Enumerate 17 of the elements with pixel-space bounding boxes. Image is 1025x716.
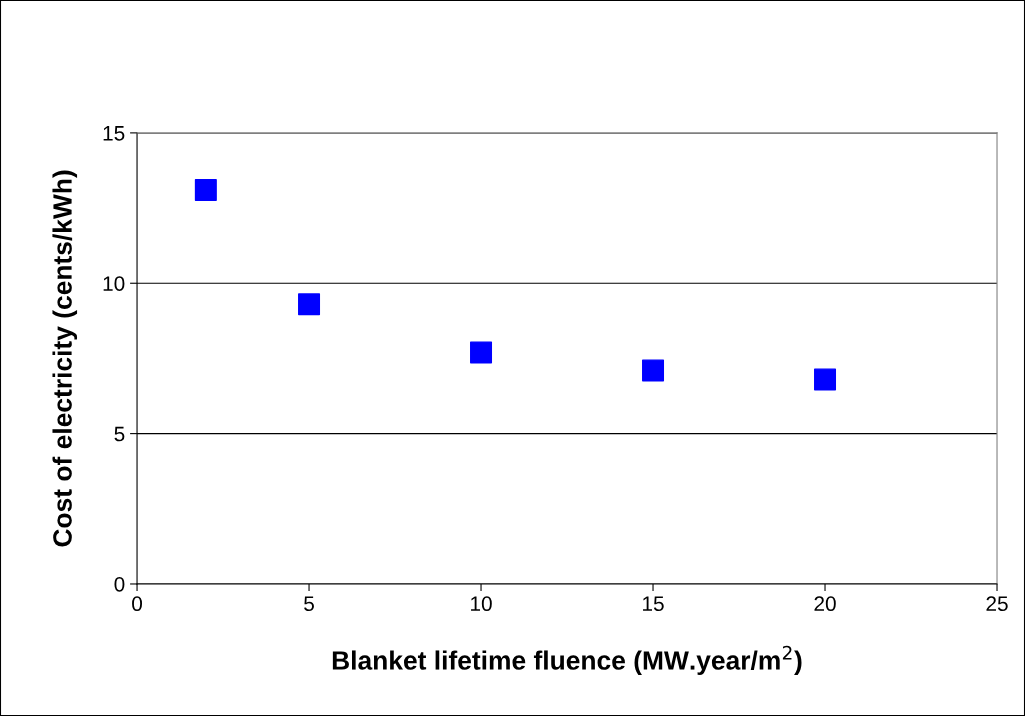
point bbox=[642, 359, 665, 382]
x-tick-label: 0 bbox=[132, 596, 143, 612]
point bbox=[470, 341, 493, 364]
x-tick-label: 25 bbox=[986, 596, 1008, 612]
x-tick-label: 15 bbox=[643, 596, 664, 612]
y-axis-title: Cost of electricity (cents/kWh) bbox=[52, 170, 78, 547]
point bbox=[814, 368, 837, 391]
y-tick-label: 15 bbox=[103, 126, 125, 141]
x-axis-title: Blanket lifetime fluence (MW.year/m$^{2}$) bbox=[332, 645, 802, 676]
point bbox=[194, 179, 217, 202]
point bbox=[298, 293, 321, 316]
x-tick-label: 5 bbox=[304, 596, 314, 612]
y-tick-label: 10 bbox=[103, 276, 125, 291]
y-tick-label: 5 bbox=[114, 426, 125, 442]
x-tick-label: 20 bbox=[814, 596, 836, 612]
x-tick-label: 10 bbox=[471, 596, 492, 612]
y-tick-label: 0 bbox=[114, 576, 125, 592]
